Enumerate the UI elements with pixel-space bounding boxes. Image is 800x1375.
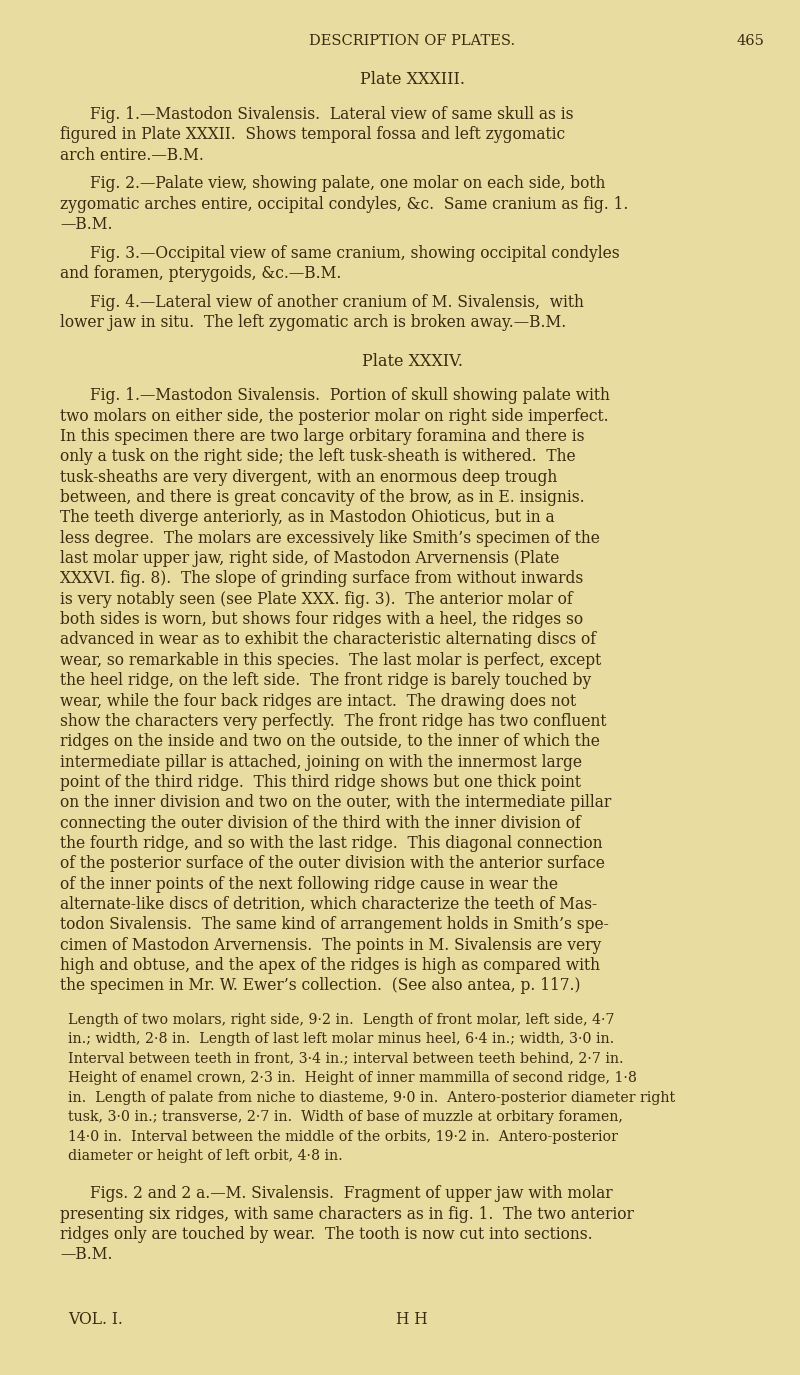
Text: H H: H H xyxy=(396,1312,428,1328)
Text: ridges on the inside and two on the outside, to the inner of which the: ridges on the inside and two on the outs… xyxy=(60,733,600,751)
Text: in.  Length of palate from niche to diasteme, 9·0 in.  Antero-posterior diameter: in. Length of palate from niche to diast… xyxy=(68,1090,675,1104)
Text: two molars on either side, the posterior molar on right side imperfect.: two molars on either side, the posterior… xyxy=(60,407,609,425)
Text: point of the third ridge.  This third ridge shows but one thick point: point of the third ridge. This third rid… xyxy=(60,774,581,791)
Text: The teeth diverge anteriorly, as in Mastodon Ohioticus, but in a: The teeth diverge anteriorly, as in Mast… xyxy=(60,509,554,527)
Text: Fig. 4.—Lateral view of another cranium of M. Sivalensis,  with: Fig. 4.—Lateral view of another cranium … xyxy=(90,294,584,311)
Text: between, and there is great concavity of the brow, as in E. insignis.: between, and there is great concavity of… xyxy=(60,490,585,506)
Text: zygomatic arches entire, occipital condyles, &c.  Same cranium as fig. 1.: zygomatic arches entire, occipital condy… xyxy=(60,195,628,213)
Text: Interval between teeth in front, 3·4 in.; interval between teeth behind, 2·7 in.: Interval between teeth in front, 3·4 in.… xyxy=(68,1052,624,1066)
Text: alternate-like discs of detrition, which characterize the teeth of Mas-: alternate-like discs of detrition, which… xyxy=(60,896,597,913)
Text: DESCRIPTION OF PLATES.: DESCRIPTION OF PLATES. xyxy=(309,34,515,48)
Text: —B.M.: —B.M. xyxy=(60,216,113,234)
Text: wear, while the four back ridges are intact.  The drawing does not: wear, while the four back ridges are int… xyxy=(60,693,576,710)
Text: figured in Plate XXXII.  Shows temporal fossa and left zygomatic: figured in Plate XXXII. Shows temporal f… xyxy=(60,126,565,143)
Text: cimen of Mastodon Arvernensis.  The points in M. Sivalensis are very: cimen of Mastodon Arvernensis. The point… xyxy=(60,936,602,954)
Text: and foramen, pterygoids, &c.—B.M.: and foramen, pterygoids, &c.—B.M. xyxy=(60,265,342,282)
Text: Fig. 3.—Occipital view of same cranium, showing occipital condyles: Fig. 3.—Occipital view of same cranium, … xyxy=(90,245,620,261)
Text: only a tusk on the right side; the left tusk-sheath is withered.  The: only a tusk on the right side; the left … xyxy=(60,448,576,465)
Text: high and obtuse, and the apex of the ridges is high as compared with: high and obtuse, and the apex of the rid… xyxy=(60,957,600,973)
Text: show the characters very perfectly.  The front ridge has two confluent: show the characters very perfectly. The … xyxy=(60,712,606,730)
Text: presenting six ridges, with same characters as in fig. 1.  The two anterior: presenting six ridges, with same charact… xyxy=(60,1206,634,1222)
Text: diameter or height of left orbit, 4·8 in.: diameter or height of left orbit, 4·8 in… xyxy=(68,1150,342,1163)
Text: ridges only are touched by wear.  The tooth is now cut into sections.: ridges only are touched by wear. The too… xyxy=(60,1226,593,1243)
Text: Plate XXXIII.: Plate XXXIII. xyxy=(359,72,465,88)
Text: Plate XXXIV.: Plate XXXIV. xyxy=(362,352,462,370)
Text: tusk-sheaths are very divergent, with an enormous deep trough: tusk-sheaths are very divergent, with an… xyxy=(60,469,558,485)
Text: arch entire.—B.M.: arch entire.—B.M. xyxy=(60,147,204,164)
Text: last molar upper jaw, right side, of Mastodon Arvernensis (Plate: last molar upper jaw, right side, of Mas… xyxy=(60,550,559,566)
Text: Fig. 2.—Palate view, showing palate, one molar on each side, both: Fig. 2.—Palate view, showing palate, one… xyxy=(90,176,606,192)
Text: is very notably seen (see Plate XXX. fig. 3).  The anterior molar of: is very notably seen (see Plate XXX. fig… xyxy=(60,591,573,608)
Text: Figs. 2 and 2 a.—M. Sivalensis.  Fragment of upper jaw with molar: Figs. 2 and 2 a.—M. Sivalensis. Fragment… xyxy=(90,1185,613,1202)
Text: 14·0 in.  Interval between the middle of the orbits, 19·2 in.  Antero-posterior: 14·0 in. Interval between the middle of … xyxy=(68,1130,618,1144)
Text: Height of enamel crown, 2·3 in.  Height of inner mammilla of second ridge, 1·8: Height of enamel crown, 2·3 in. Height o… xyxy=(68,1071,637,1085)
Text: connecting the outer division of the third with the inner division of: connecting the outer division of the thi… xyxy=(60,814,581,832)
Text: Fig. 1.—Mastodon Sivalensis.  Portion of skull showing palate with: Fig. 1.—Mastodon Sivalensis. Portion of … xyxy=(90,388,610,404)
Text: Length of two molars, right side, 9·2 in.  Length of front molar, left side, 4·7: Length of two molars, right side, 9·2 in… xyxy=(68,1012,614,1027)
Text: in.; width, 2·8 in.  Length of last left molar minus heel, 6·4 in.; width, 3·0 i: in.; width, 2·8 in. Length of last left … xyxy=(68,1033,614,1046)
Text: both sides is worn, but shows four ridges with a heel, the ridges so: both sides is worn, but shows four ridge… xyxy=(60,610,583,628)
Text: lower jaw in situ.  The left zygomatic arch is broken away.—B.M.: lower jaw in situ. The left zygomatic ar… xyxy=(60,314,566,331)
Text: of the posterior surface of the outer division with the anterior surface: of the posterior surface of the outer di… xyxy=(60,855,605,872)
Text: In this specimen there are two large orbitary foramina and there is: In this specimen there are two large orb… xyxy=(60,428,585,446)
Text: intermediate pillar is attached, joining on with the innermost large: intermediate pillar is attached, joining… xyxy=(60,754,582,770)
Text: VOL. I.: VOL. I. xyxy=(68,1312,123,1328)
Text: tusk, 3·0 in.; transverse, 2·7 in.  Width of base of muzzle at orbitary foramen,: tusk, 3·0 in.; transverse, 2·7 in. Width… xyxy=(68,1110,623,1125)
Text: XXXVI. fig. 8).  The slope of grinding surface from without inwards: XXXVI. fig. 8). The slope of grinding su… xyxy=(60,571,583,587)
Text: 465: 465 xyxy=(736,34,764,48)
Text: the fourth ridge, and so with the last ridge.  This diagonal connection: the fourth ridge, and so with the last r… xyxy=(60,835,602,852)
Text: the specimen in Mr. W. Ewer’s collection.  (See also antea, p. 117.): the specimen in Mr. W. Ewer’s collection… xyxy=(60,978,581,994)
Text: wear, so remarkable in this species.  The last molar is perfect, except: wear, so remarkable in this species. The… xyxy=(60,652,602,668)
Text: the heel ridge, on the left side.  The front ridge is barely touched by: the heel ridge, on the left side. The fr… xyxy=(60,672,591,689)
Text: advanced in wear as to exhibit the characteristic alternating discs of: advanced in wear as to exhibit the chara… xyxy=(60,631,596,649)
Text: of the inner points of the next following ridge cause in wear the: of the inner points of the next followin… xyxy=(60,876,558,892)
Text: todon Sivalensis.  The same kind of arrangement holds in Smith’s spe-: todon Sivalensis. The same kind of arran… xyxy=(60,916,609,934)
Text: Fig. 1.—Mastodon Sivalensis.  Lateral view of same skull as is: Fig. 1.—Mastodon Sivalensis. Lateral vie… xyxy=(90,106,574,124)
Text: —B.M.: —B.M. xyxy=(60,1246,113,1264)
Text: on the inner division and two on the outer, with the intermediate pillar: on the inner division and two on the out… xyxy=(60,795,611,811)
Text: less degree.  The molars are excessively like Smith’s specimen of the: less degree. The molars are excessively … xyxy=(60,529,600,547)
